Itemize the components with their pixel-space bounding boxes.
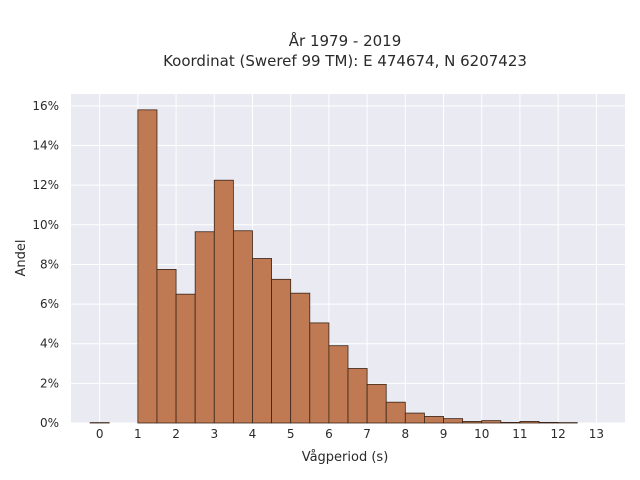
x-tick-label: 2 [172, 427, 180, 441]
y-tick-label: 8% [40, 257, 59, 271]
histogram-bar [156, 269, 177, 424]
histogram-bar [252, 258, 272, 424]
histogram-bar [175, 293, 196, 424]
x-tick-label: 8 [401, 427, 409, 441]
histogram-bar [194, 231, 215, 424]
x-tick-label: 6 [325, 427, 333, 441]
x-tick-label: 10 [474, 427, 489, 441]
y-tick-label: 12% [32, 178, 59, 192]
y-tick-label: 0% [40, 416, 59, 430]
y-tick-label: 4% [40, 337, 59, 351]
histogram-bar [366, 383, 387, 424]
y-tick-label: 16% [32, 99, 59, 113]
x-axis-label: Vågperiod (s) [302, 450, 389, 465]
x-axis-ticks: 0 1 2 3 4 5 6 7 8 9 10 11 12 13 [96, 427, 604, 441]
x-tick-label: 11 [512, 427, 527, 441]
histogram-bar [500, 422, 521, 424]
histogram-bar [404, 412, 425, 424]
histogram-bar [328, 345, 349, 424]
x-tick-label: 0 [96, 427, 104, 441]
histogram-bar [213, 179, 234, 424]
x-tick-label: 1 [134, 427, 142, 441]
bars [89, 109, 578, 424]
y-tick-label: 10% [32, 218, 59, 232]
x-tick-label: 3 [210, 427, 218, 441]
histogram-bar [424, 416, 444, 424]
histogram-bar [462, 421, 483, 424]
y-tick-label: 14% [32, 139, 59, 153]
x-tick-label: 4 [249, 427, 257, 441]
y-tick-label: 6% [40, 297, 59, 311]
histogram-bar [347, 368, 368, 424]
x-tick-label: 13 [589, 427, 604, 441]
chart-title: År 1979 - 2019 [289, 31, 402, 50]
y-axis-label: Andel [14, 240, 29, 277]
y-tick-label: 2% [40, 376, 59, 390]
x-tick-label: 7 [363, 427, 371, 441]
x-tick-label: 12 [550, 427, 565, 441]
histogram-bar [519, 421, 540, 424]
histogram-bar [232, 230, 253, 424]
histogram-bar [271, 278, 292, 424]
histogram-bar [290, 292, 311, 424]
y-axis-ticks: 0% 2% 4% 6% 8% 10% 12% 14% 16% [32, 99, 59, 430]
histogram-bar [385, 401, 406, 424]
histogram-bar [443, 418, 464, 424]
x-tick-label: 9 [440, 427, 448, 441]
x-tick-label: 5 [287, 427, 295, 441]
chart-subtitle: Koordinat (Sweref 99 TM): E 474674, N 62… [163, 52, 527, 70]
histogram-bar [538, 422, 559, 424]
histogram-bar [137, 109, 158, 424]
histogram-bar [309, 322, 330, 424]
histogram-bar [481, 420, 502, 424]
